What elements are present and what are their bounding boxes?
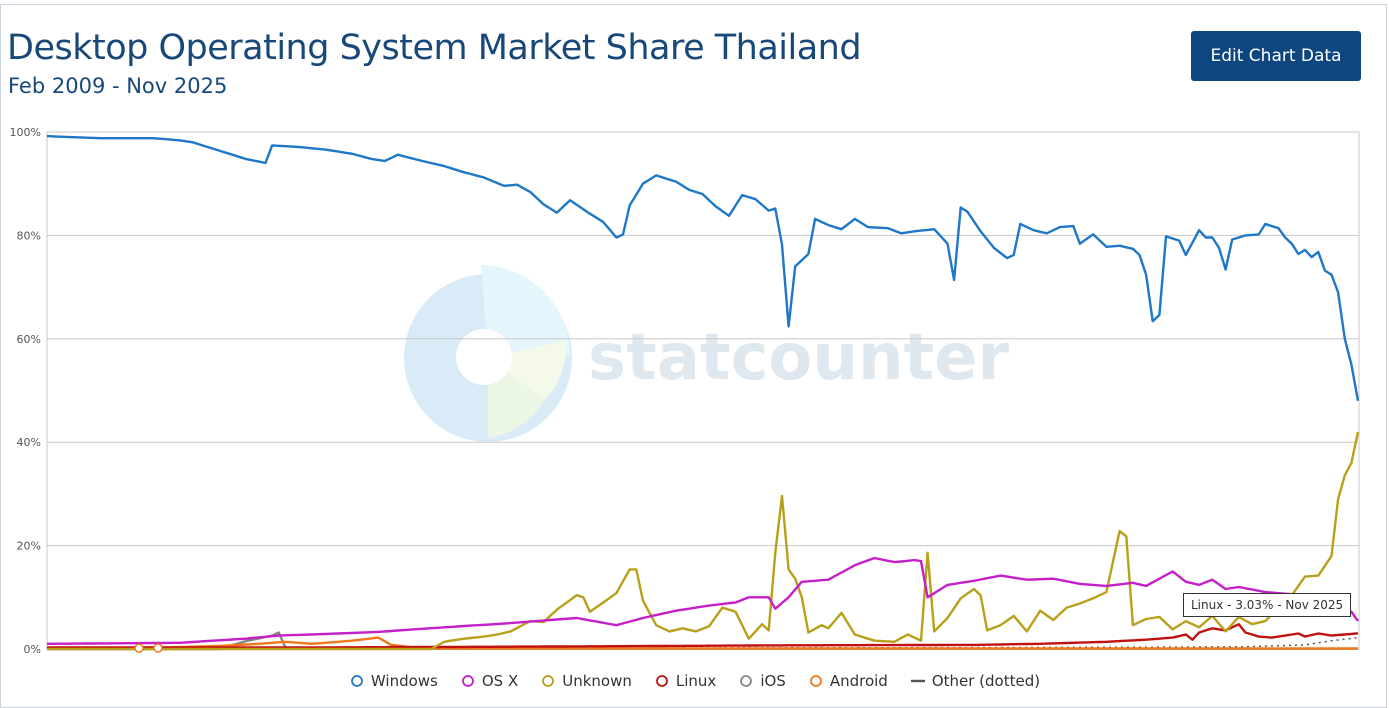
y-tick-label: 0% xyxy=(24,643,41,656)
series-line-windows[interactable] xyxy=(46,134,1360,402)
watermark-text: statcounter xyxy=(588,321,1010,395)
edit-chart-data-button[interactable]: Edit Chart Data xyxy=(1191,31,1361,81)
legend-label: iOS xyxy=(760,672,786,690)
series-line-linux[interactable] xyxy=(47,623,1359,649)
series-marker-android[interactable] xyxy=(134,643,144,653)
series-line-android[interactable] xyxy=(46,636,1358,650)
chart-title: Desktop Operating System Market Share Th… xyxy=(7,28,862,68)
hover-tooltip: Linux - 3.03% - Nov 2025 xyxy=(1183,593,1352,617)
legend-label: Windows xyxy=(370,672,438,690)
legend-label: Unknown xyxy=(562,672,632,690)
legend-circle-icon xyxy=(740,675,753,687)
y-tick-label: 80% xyxy=(17,229,41,242)
series-marker-android[interactable] xyxy=(153,643,163,653)
legend-circle-icon xyxy=(655,675,668,687)
legend-item-os-x[interactable]: OS X xyxy=(460,668,518,694)
series-layer xyxy=(46,134,1360,651)
legend-item-unknown[interactable]: Unknown xyxy=(540,668,632,694)
chart-svg: statcounter 0% 20% 40% 60% 80% 100% xyxy=(10,126,1360,656)
y-axis-ticks: 0% 20% 40% 60% 80% 100% xyxy=(10,126,41,656)
chart-subtitle: Feb 2009 - Nov 2025 xyxy=(8,74,228,98)
y-tick-label: 60% xyxy=(17,333,41,346)
legend-item-ios[interactable]: iOS xyxy=(738,668,786,694)
legend-item-linux[interactable]: Linux xyxy=(654,668,716,694)
legend-circle-icon xyxy=(461,675,474,687)
y-tick-label: 100% xyxy=(10,126,41,139)
legend-line-icon xyxy=(910,679,925,683)
y-tick-label: 20% xyxy=(17,540,41,553)
series-line-unknown[interactable] xyxy=(47,431,1360,651)
series-line-os-x[interactable] xyxy=(47,556,1359,645)
legend-label: OS X xyxy=(481,672,519,690)
legend-circle-icon xyxy=(809,675,822,687)
markers-layer xyxy=(134,643,163,653)
legend-item-android[interactable]: Android xyxy=(808,668,888,694)
legend-item-other-dotted[interactable]: Other (dotted) xyxy=(910,668,1040,694)
legend-circle-icon xyxy=(542,675,555,687)
legend-label: Linux xyxy=(675,672,717,690)
chart-legend: Windows OS X Unknown Linux iOS Android Other (… xyxy=(0,668,1389,694)
chart-card xyxy=(0,4,1387,708)
legend-item-windows[interactable]: Windows xyxy=(349,668,438,694)
legend-label: Android xyxy=(829,672,888,690)
legend-circle-icon xyxy=(351,675,363,687)
y-tick-label: 40% xyxy=(17,436,41,449)
statcounter-watermark: statcounter xyxy=(404,265,1010,442)
legend-label: Other (dotted) xyxy=(931,672,1041,690)
